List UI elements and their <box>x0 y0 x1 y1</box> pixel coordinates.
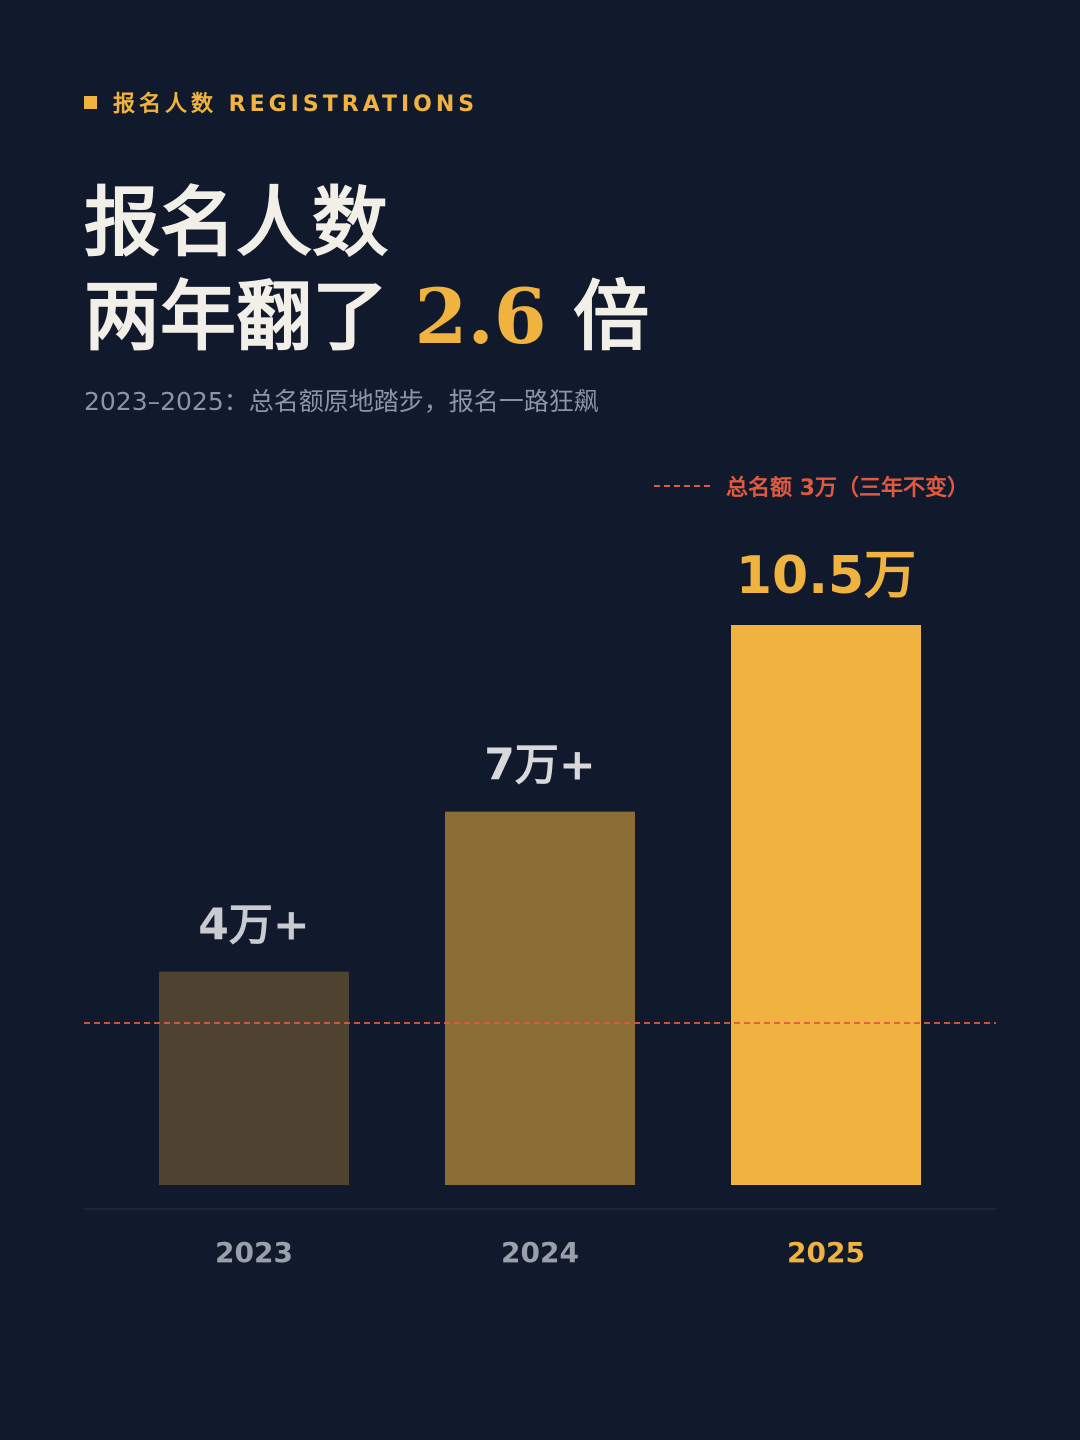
page-title: 报名人数 两年翻了 2.6 倍 <box>84 176 649 364</box>
eyebrow: 报名人数 REGISTRATIONS <box>84 86 478 118</box>
title-line-2-suffix: 倍 <box>546 272 650 361</box>
bar-2025 <box>731 625 921 1185</box>
title-line-1: 报名人数 <box>84 178 388 267</box>
x-tick-label-2023: 2023 <box>215 1236 293 1269</box>
x-tick-label-2024: 2024 <box>501 1236 579 1269</box>
quota-legend-label: 总名额 3万（三年不变） <box>726 476 969 501</box>
eyebrow-square-icon <box>84 95 97 109</box>
value-label-2025: 10.5万 <box>736 546 916 606</box>
quota-legend: 总名额 3万（三年不变） <box>654 470 969 502</box>
title-line-2-prefix: 两年翻了 <box>84 272 415 361</box>
quota-legend-dash-icon <box>654 485 710 487</box>
value-label-2023: 4万+ <box>198 900 309 951</box>
bar-2024 <box>445 811 635 1185</box>
eyebrow-text: 报名人数 REGISTRATIONS <box>113 92 479 117</box>
subtitle: 2023–2025：总名额原地踏步，报名一路狂飙 <box>84 387 599 416</box>
x-tick-label-2025: 2025 <box>787 1236 865 1269</box>
title-highlight-number: 2.6 <box>414 272 547 361</box>
bar-2023 <box>159 971 349 1185</box>
value-label-2024: 7万+ <box>484 740 595 791</box>
